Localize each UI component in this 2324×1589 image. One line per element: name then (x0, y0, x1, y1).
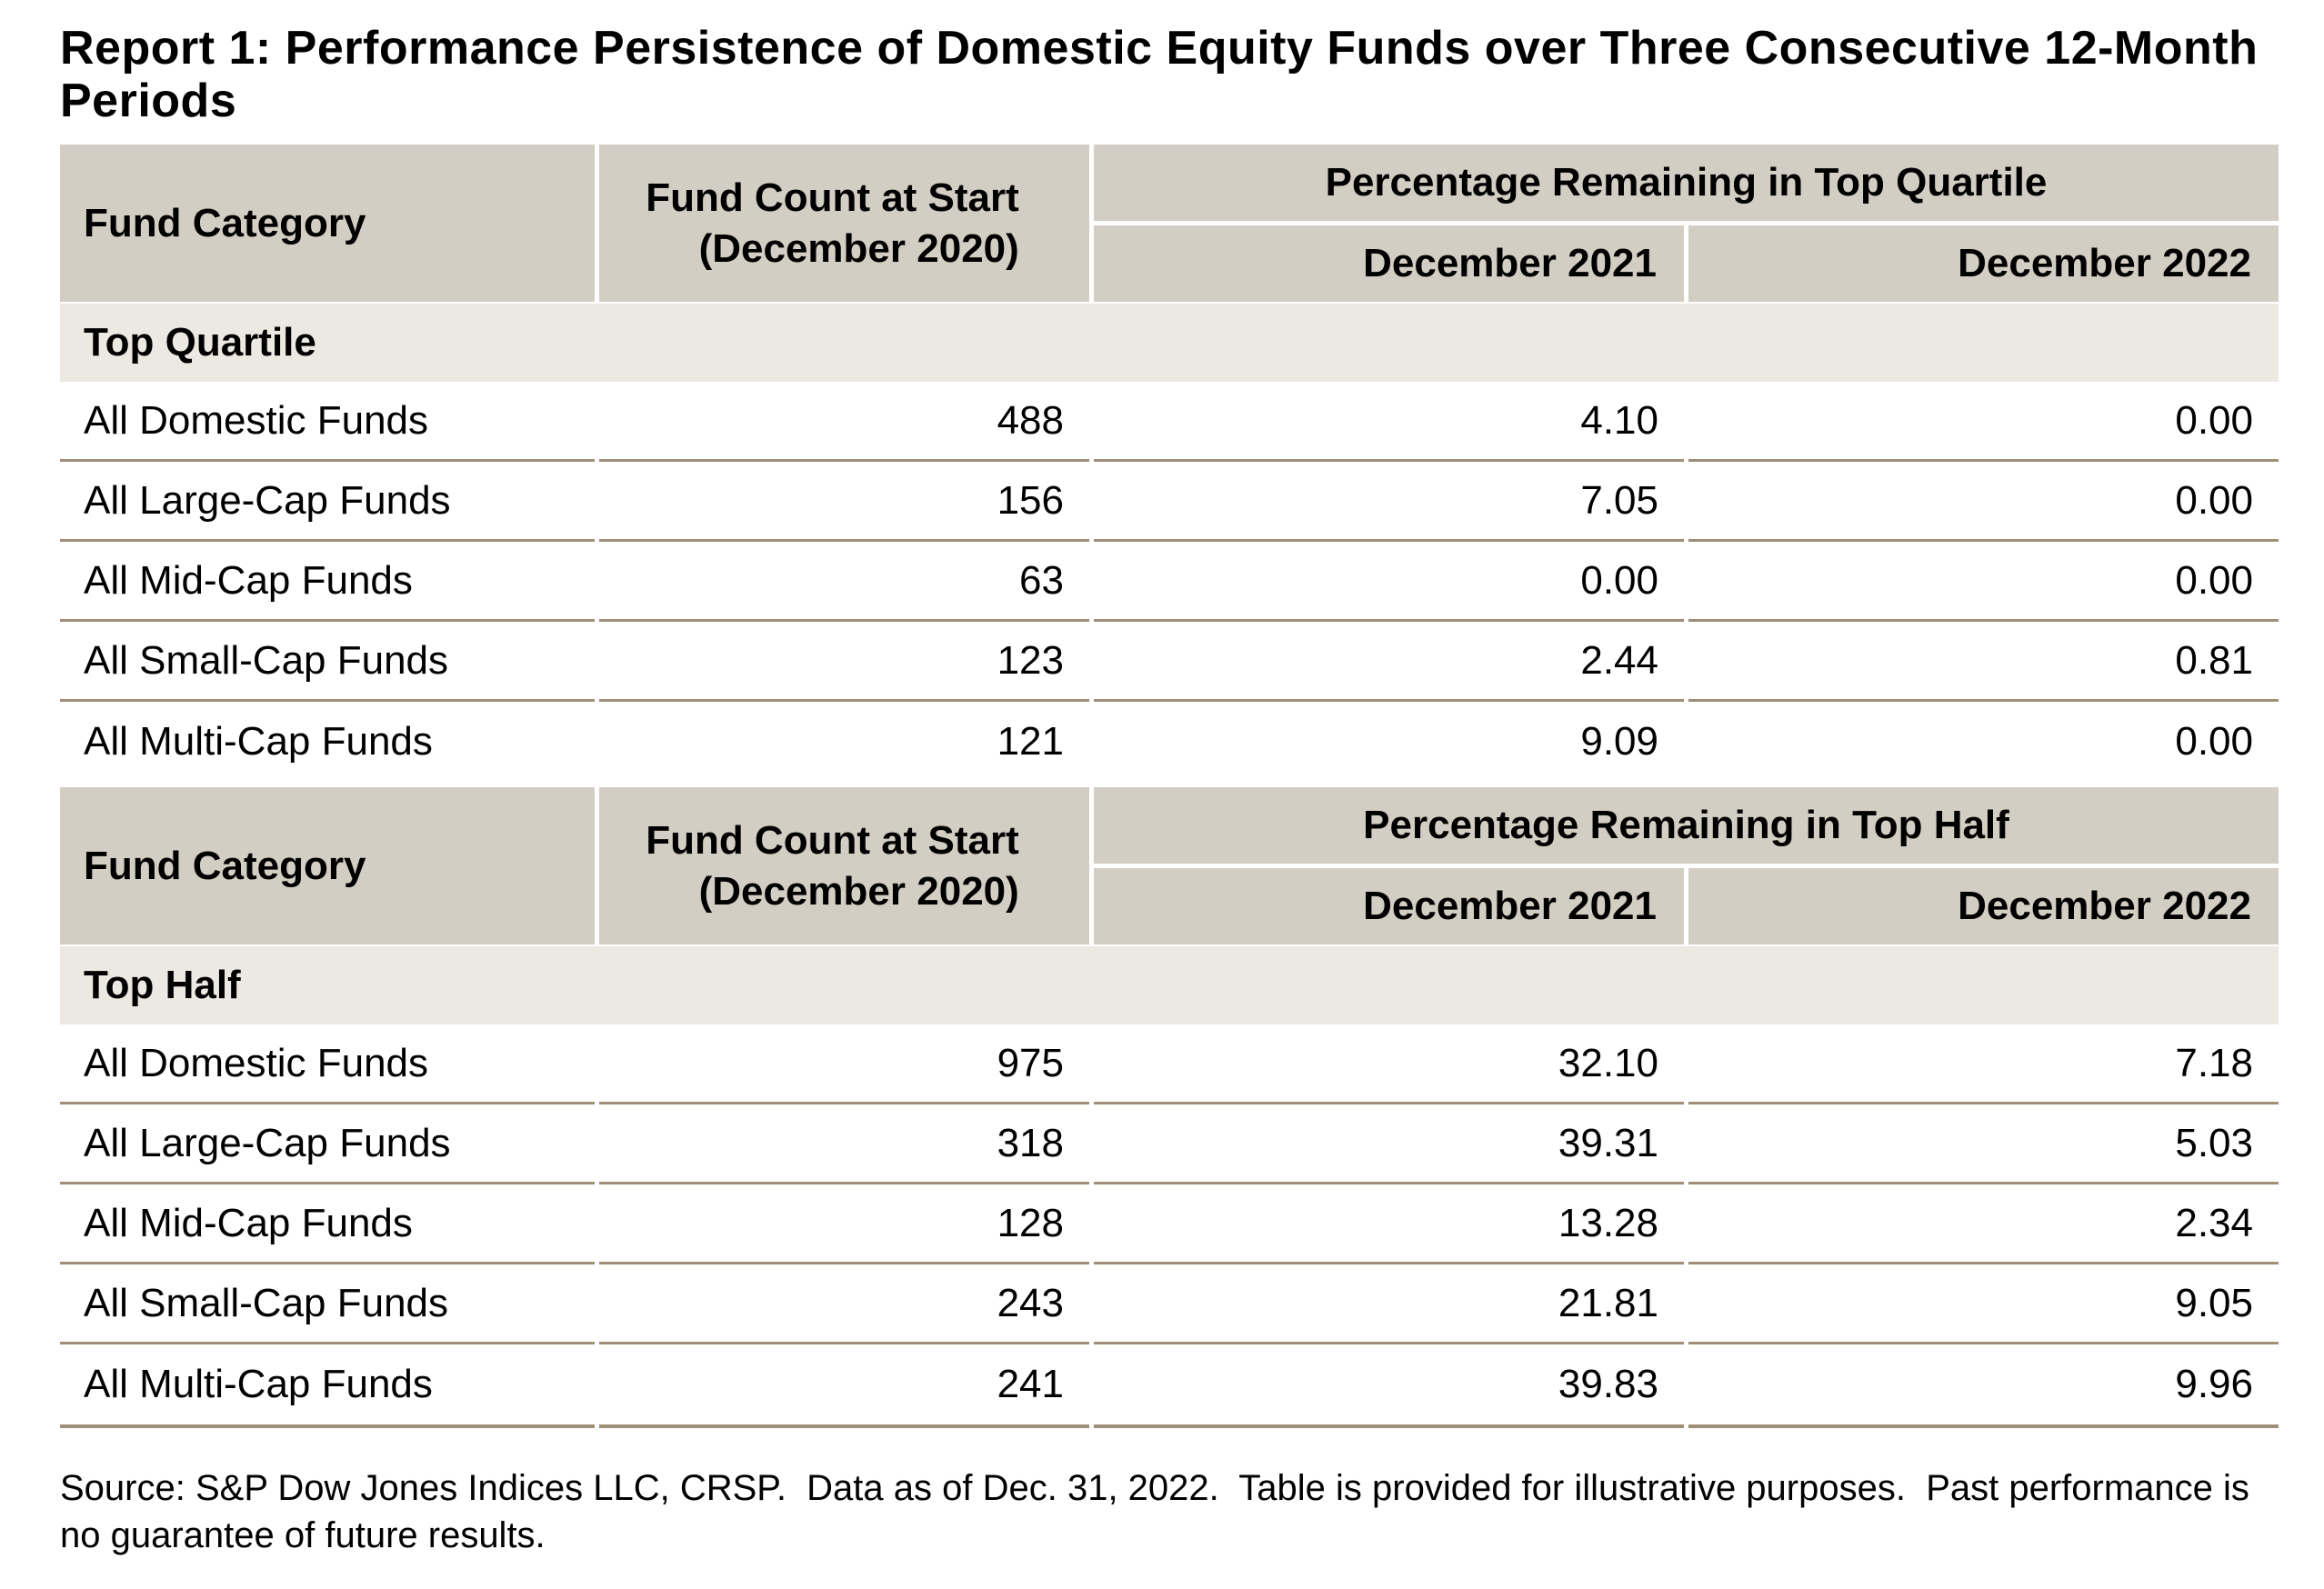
fund-category-cell: All Domestic Funds (60, 1024, 595, 1104)
dec-2022-cell: 0.00 (1688, 542, 2279, 622)
fund-category-cell: All Multi-Cap Funds (60, 1344, 595, 1428)
fund-count-header-line1: Fund Count at Start (646, 817, 1019, 863)
fund-count-header-line2: (December 2020) (698, 868, 1019, 914)
fund-count-header-line1: Fund Count at Start (646, 175, 1019, 220)
source-note: Source: S&P Dow Jones Indices LLC, CRSP.… (60, 1468, 2260, 1555)
column-header-fund-count: Fund Count at Start (December 2020) (599, 787, 1089, 944)
table-row: All Multi-Cap Funds 241 39.83 9.96 (60, 1344, 2279, 1428)
fund-count-header-line2: (December 2020) (698, 225, 1019, 271)
fund-count-cell: 121 (997, 719, 1064, 764)
column-header-december-2021: December 2021 (1094, 868, 1684, 944)
dec-2022-cell: 0.00 (1688, 382, 2279, 462)
fund-category-cell: All Large-Cap Funds (60, 462, 595, 542)
dec-2022-cell: 9.05 (1688, 1264, 2279, 1344)
top-quartile-table: Fund Category Fund Count at Start (Decem… (60, 145, 2279, 782)
fund-count-cell: 241 (599, 1344, 1089, 1428)
fund-count-cell: 156 (599, 462, 1089, 542)
column-header-december-2022: December 2022 (1688, 868, 2279, 944)
fund-category-cell: All Mid-Cap Funds (60, 542, 595, 622)
column-group-header-top-quartile: Percentage Remaining in Top Quartile (1094, 145, 2279, 221)
fund-count-cell: 63 (599, 542, 1089, 622)
fund-count-header-text: Fund Count at Start (December 2020) (646, 173, 1019, 275)
table-row: All Domestic Funds 488 4.10 0.00 (60, 382, 2279, 462)
dec-2022-cell: 0.00 (2175, 719, 2253, 764)
fund-category-cell: All Mid-Cap Funds (60, 1184, 595, 1264)
table-row: All Domestic Funds 975 32.10 7.18 (60, 1024, 2279, 1104)
table-row: All Large-Cap Funds 156 7.05 0.00 (60, 462, 2279, 542)
dec-2021-cell: 0.00 (1094, 542, 1684, 622)
section-row-top-quartile: Top Quartile (60, 304, 2279, 382)
dec-2022-cell: 0.81 (1688, 622, 2279, 702)
column-header-fund-category: Fund Category (60, 145, 595, 302)
table-header: Fund Category Fund Count at Start (Decem… (60, 787, 2279, 944)
dec-2022-cell: 7.18 (1688, 1024, 2279, 1104)
fund-count-cell: 488 (599, 382, 1089, 462)
fund-category-cell: All Multi-Cap Funds (84, 719, 433, 764)
column-header-fund-count: Fund Count at Start (December 2020) (599, 145, 1089, 302)
fund-count-cell: 123 (599, 622, 1089, 702)
table-row: All Multi-Cap Funds 121 9.09 0.00 (60, 702, 2279, 782)
table-row: All Mid-Cap Funds 63 0.00 0.00 (60, 542, 2279, 622)
fund-category-cell: All Small-Cap Funds (60, 1264, 595, 1344)
fund-count-cell: 243 (599, 1264, 1089, 1344)
dec-2021-cell: 32.10 (1094, 1024, 1684, 1104)
fund-category-cell: All Large-Cap Funds (60, 1104, 595, 1184)
column-header-december-2022: December 2022 (1688, 225, 2279, 302)
dec-2021-cell: 7.05 (1094, 462, 1684, 542)
table-header: Fund Category Fund Count at Start (Decem… (60, 145, 2279, 302)
fund-count-cell: 128 (599, 1184, 1089, 1264)
dec-2022-cell: 9.96 (1688, 1344, 2279, 1428)
dec-2022-cell: 5.03 (1688, 1104, 2279, 1184)
column-group-header-top-half: Percentage Remaining in Top Half (1094, 787, 2279, 864)
report-page: Report 1: Performance Persistence of Dom… (0, 22, 2324, 1559)
dec-2021-cell: 39.83 (1094, 1344, 1684, 1428)
fund-count-header-text: Fund Count at Start (December 2020) (646, 815, 1019, 917)
dec-2022-cell: 0.00 (1688, 462, 2279, 542)
top-half-table: Fund Category Fund Count at Start (Decem… (60, 787, 2279, 1428)
dec-2021-cell: 4.10 (1094, 382, 1684, 462)
dec-2021-cell: 2.44 (1094, 622, 1684, 702)
section-row-top-half: Top Half (60, 946, 2279, 1024)
dec-2021-cell: 13.28 (1094, 1184, 1684, 1264)
table-row: All Small-Cap Funds 123 2.44 0.81 (60, 622, 2279, 702)
table-row: All Large-Cap Funds 318 39.31 5.03 (60, 1104, 2279, 1184)
dec-2022-cell: 2.34 (1688, 1184, 2279, 1264)
fund-count-cell: 975 (599, 1024, 1089, 1104)
dec-2021-cell: 9.09 (1580, 719, 1658, 764)
table-row: All Mid-Cap Funds 128 13.28 2.34 (60, 1184, 2279, 1264)
column-header-december-2021: December 2021 (1094, 225, 1684, 302)
page-title: Report 1: Performance Persistence of Dom… (60, 22, 2259, 127)
dec-2021-cell: 39.31 (1094, 1104, 1684, 1184)
column-header-fund-category: Fund Category (60, 787, 595, 944)
table-row: All Small-Cap Funds 243 21.81 9.05 (60, 1264, 2279, 1344)
fund-category-cell: All Domestic Funds (60, 382, 595, 462)
fund-count-cell: 318 (599, 1104, 1089, 1184)
dec-2021-cell: 21.81 (1094, 1264, 1684, 1344)
fund-category-cell: All Small-Cap Funds (60, 622, 595, 702)
